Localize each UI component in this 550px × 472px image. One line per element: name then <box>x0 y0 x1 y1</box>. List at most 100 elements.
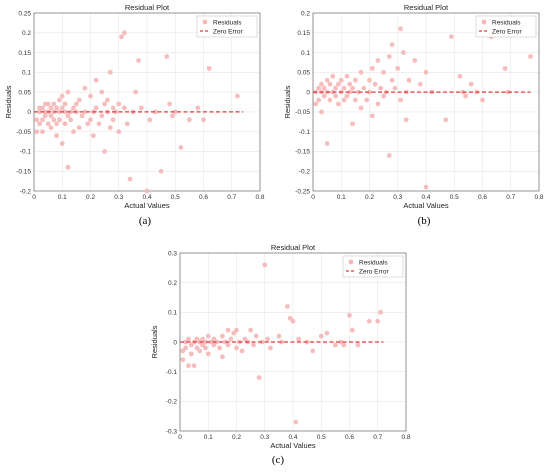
y-tick-label: -0.2 <box>166 399 178 406</box>
y-tick-label: -0.3 <box>166 428 178 435</box>
residual-point <box>406 77 412 83</box>
y-tick-label: 0.2 <box>22 30 31 37</box>
residual-point <box>73 101 79 107</box>
x-tick-label: 0.7 <box>227 194 236 201</box>
residual-point <box>332 342 338 348</box>
residual-plot-b: 0 0.1 0.2 0.3 0.4 0.5 0.6 0.7 0.8 -0.25 -0.2 -0.15 -… <box>283 3 544 210</box>
residual-point <box>412 58 418 63</box>
residual-point <box>188 342 194 348</box>
x-tick-label: 0.3 <box>260 434 269 441</box>
residual-point <box>347 89 353 95</box>
residual-point <box>200 342 205 348</box>
residual-point <box>381 93 387 99</box>
y-tick-label: 0.1 <box>301 50 310 57</box>
y-tick-label: -0.2 <box>299 169 311 176</box>
residual-point <box>443 117 449 123</box>
x-tick-label: 0.4 <box>142 194 151 201</box>
residual-point <box>319 109 324 115</box>
y-tick-label: -0.05 <box>16 129 31 136</box>
residual-point <box>423 69 429 75</box>
residual-point <box>505 89 511 95</box>
residual-point <box>364 97 370 103</box>
residual-point <box>68 109 74 115</box>
legend-box <box>475 15 537 38</box>
residual-point <box>37 121 43 127</box>
legend-marker-residuals <box>481 19 487 25</box>
residual-point <box>110 117 116 123</box>
residual-point <box>65 164 71 170</box>
residual-point <box>341 85 347 91</box>
legend-box <box>196 15 258 38</box>
residual-point <box>268 345 273 351</box>
panel-label-b: (b) <box>417 215 431 227</box>
residual-point <box>62 109 68 115</box>
residual-point <box>144 188 150 194</box>
residual-point <box>366 318 372 324</box>
y-tick-label: 0.3 <box>168 250 177 257</box>
y-axis-label: Residuals <box>150 325 159 358</box>
residual-point <box>375 101 381 107</box>
y-tick-label: 0.25 <box>18 10 31 17</box>
residual-point <box>389 42 395 48</box>
residual-point <box>287 315 293 321</box>
residual-point <box>201 117 206 123</box>
residual-point <box>290 318 296 324</box>
x-tick-label: 0.4 <box>421 194 430 201</box>
residual-point <box>208 339 214 345</box>
x-axis-label: Actual Values <box>270 441 316 450</box>
residual-point <box>228 336 234 342</box>
residual-point <box>178 145 184 150</box>
x-tick-label: 0.8 <box>534 194 543 201</box>
residual-point <box>57 109 62 115</box>
residual-point <box>296 336 302 342</box>
residual-point <box>449 34 454 40</box>
residual-point <box>217 345 222 351</box>
residual-point <box>186 117 192 123</box>
residual-point <box>457 73 463 79</box>
legend-label-zero-error: Zero Error <box>359 268 389 275</box>
panel-label-a: (a) <box>138 215 152 227</box>
residual-point <box>68 117 74 123</box>
residual-point <box>234 327 239 333</box>
residual-point <box>344 93 350 99</box>
residual-point <box>180 357 186 363</box>
x-tick-label: 0.2 <box>232 434 241 441</box>
residual-point <box>71 129 76 135</box>
y-tick-label: 0.05 <box>297 70 310 77</box>
residual-point <box>37 109 43 115</box>
legend-label-zero-error: Zero Error <box>492 28 522 35</box>
y-tick-label: -0.15 <box>16 169 31 176</box>
residual-point <box>183 339 189 345</box>
residual-point <box>62 101 68 107</box>
residual-point <box>502 65 508 71</box>
residual-point <box>136 58 141 63</box>
residual-point <box>76 97 82 103</box>
residual-point <box>350 85 355 91</box>
residual-point <box>88 93 93 99</box>
residual-point <box>54 121 59 127</box>
residual-point <box>358 69 364 75</box>
y-axis-label: Residuals <box>4 85 13 118</box>
residual-point <box>194 345 200 351</box>
residual-point <box>349 327 355 333</box>
residual-point <box>352 77 358 83</box>
residual-point <box>105 97 110 103</box>
residual-point <box>324 141 330 146</box>
y-tick-label: -0.25 <box>295 188 310 195</box>
x-tick-label: 0.5 <box>317 434 326 441</box>
residual-point <box>276 333 282 339</box>
residual-point <box>347 312 352 318</box>
x-tick-label: 0.3 <box>393 194 402 201</box>
x-tick-label: 0.4 <box>288 434 297 441</box>
y-tick-label: 0.15 <box>297 30 310 37</box>
y-tick-label: 0 <box>306 89 310 96</box>
residual-point <box>401 50 406 55</box>
residual-point <box>203 339 208 345</box>
y-tick-label: 0.05 <box>18 89 31 96</box>
x-tick-label: 0.2 <box>365 194 374 201</box>
residual-point <box>375 318 381 324</box>
residual-point <box>231 330 237 336</box>
y-tick-label: 0.2 <box>168 280 177 287</box>
chart-title: Residual Plot <box>271 243 316 252</box>
residual-point <box>127 176 133 182</box>
